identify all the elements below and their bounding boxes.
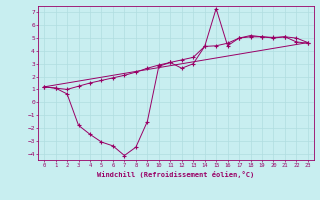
X-axis label: Windchill (Refroidissement éolien,°C): Windchill (Refroidissement éolien,°C): [97, 171, 255, 178]
